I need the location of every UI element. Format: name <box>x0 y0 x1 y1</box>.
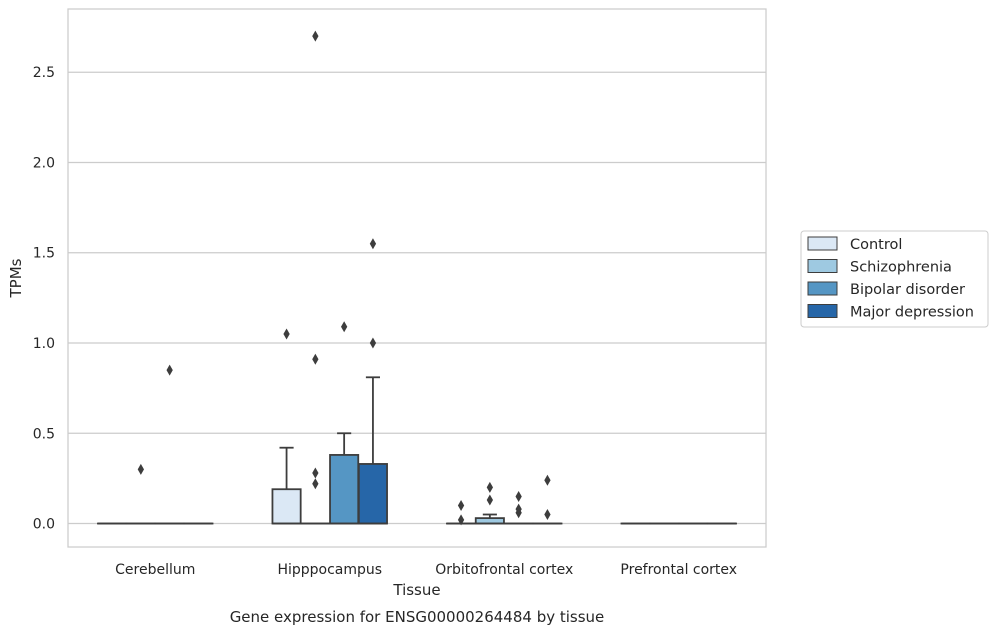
x-tick-label: Orbitofrontal cortex <box>435 562 573 578</box>
legend-swatch <box>808 282 837 295</box>
outlier-point <box>370 238 376 249</box>
legend-swatch <box>808 260 837 273</box>
box <box>330 455 358 524</box>
outlier-point <box>138 464 144 475</box>
outlier-point <box>370 337 376 348</box>
legend-swatch <box>808 305 837 318</box>
legend-label: Schizophrenia <box>850 260 952 276</box>
outlier-point <box>312 31 318 42</box>
outlier-point <box>341 321 347 332</box>
x-axis-ticks: Cerebellum Hipppocampus Orbitofrontal cort… <box>115 562 737 578</box>
plot-layer <box>98 31 736 526</box>
outlier-point <box>312 354 318 365</box>
y-tick-label: 2.5 <box>33 65 55 81</box>
legend-label: Major depression <box>850 305 974 321</box>
legend-swatch <box>808 237 837 250</box>
legend-label: Bipolar disorder <box>850 282 965 298</box>
outlier-point <box>487 482 493 493</box>
outlier-point <box>283 328 289 339</box>
box <box>272 489 300 523</box>
box-group <box>330 321 358 523</box>
y-tick-label: 0.0 <box>33 517 55 533</box>
outlier-point <box>312 467 318 478</box>
box-group <box>447 500 475 525</box>
box-group <box>156 365 184 524</box>
y-tick-label: 2.0 <box>33 155 55 171</box>
box-group <box>533 475 561 524</box>
outlier-point <box>458 500 464 511</box>
y-tick-label: 0.5 <box>33 426 55 442</box>
box-group <box>359 238 387 523</box>
outlier-point <box>544 475 550 486</box>
y-axis-label: TPMs <box>7 258 25 298</box>
outlier-point <box>487 495 493 506</box>
box-group <box>127 464 155 524</box>
chart-caption: Gene expression for ENSG00000264484 by t… <box>230 608 605 626</box>
grid-layer <box>68 72 766 523</box>
y-axis-ticks: 0.0 0.5 1.0 1.5 2.0 2.5 <box>33 65 55 532</box>
x-axis-label: Tissue <box>392 581 440 599</box>
outlier-point <box>515 491 521 502</box>
y-tick-label: 1.5 <box>33 246 55 262</box>
y-tick-label: 1.0 <box>33 336 55 352</box>
outlier-point <box>312 478 318 489</box>
x-tick-label: Hipppocampus <box>277 562 382 578</box>
outlier-point <box>166 365 172 376</box>
box <box>359 464 387 524</box>
legend-label: Control <box>850 237 902 253</box>
box-group <box>505 491 533 524</box>
box-group <box>301 31 329 524</box>
x-tick-label: Prefrontal cortex <box>620 562 737 578</box>
plot-frame <box>68 9 766 547</box>
box-group <box>476 482 504 524</box>
legend: Control Schizophrenia Bipolar disorder Majo… <box>801 231 988 327</box>
box-group <box>272 328 300 523</box>
outlier-point <box>544 509 550 520</box>
x-tick-label: Cerebellum <box>115 562 195 578</box>
